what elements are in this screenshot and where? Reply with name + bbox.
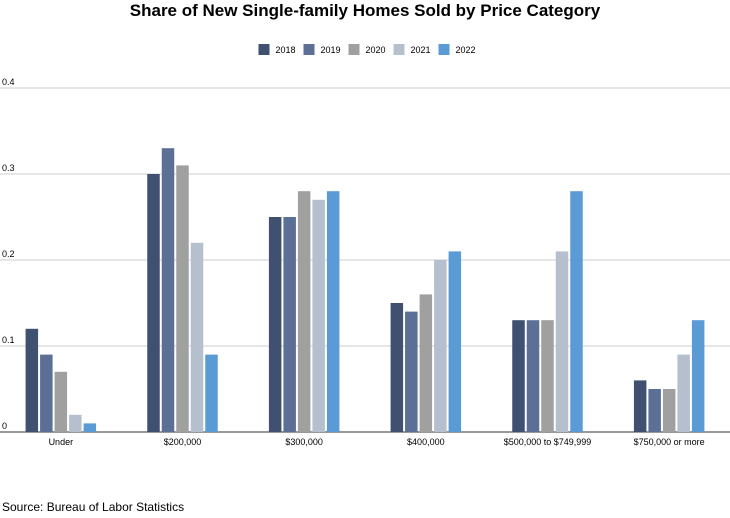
bar-2019 <box>526 320 540 432</box>
source-note: Source: Bureau of Labor Statistics <box>2 500 185 514</box>
bar-2021 <box>434 260 447 432</box>
chart-title: Share of New Single-family Homes Sold by… <box>129 1 601 20</box>
legend: 2018 2019 2020 2021 2022 <box>258 44 476 55</box>
legend-swatch-2022 <box>438 44 450 55</box>
bar-2020 <box>297 191 311 432</box>
x-tick-label: $300,000 <box>285 437 323 447</box>
bar-2018 <box>390 303 404 432</box>
bar-2020 <box>419 294 433 432</box>
bar-2020 <box>541 320 554 432</box>
bar-2018 <box>147 174 160 432</box>
y-tick-label: 0.2 <box>2 249 15 259</box>
x-tick-label: $500,000 to $749,999 <box>504 437 592 447</box>
bar-2021 <box>69 414 82 432</box>
legend-swatch-2020 <box>348 44 360 55</box>
bar-2022 <box>570 191 583 432</box>
legend-label-2021: 2021 <box>411 45 431 55</box>
bar-2019 <box>283 217 296 432</box>
bar-2022 <box>205 354 218 432</box>
legend-label-2022: 2022 <box>456 45 476 55</box>
bar-2021 <box>190 242 204 432</box>
bar-2019 <box>161 148 175 432</box>
bar-2019 <box>40 354 53 432</box>
bar-2018 <box>633 380 647 432</box>
bar-2022 <box>691 320 705 432</box>
bar-2022 <box>326 191 340 432</box>
legend-swatch-2019 <box>303 44 315 55</box>
bar-2020 <box>662 389 676 432</box>
bar-2018 <box>268 217 282 432</box>
bars <box>25 148 705 432</box>
bar-2020 <box>176 165 189 432</box>
x-tick-label: $750,000 or more <box>634 437 705 447</box>
bar-2022 <box>448 251 462 432</box>
y-tick-label: 0.3 <box>2 163 15 173</box>
bar-2022 <box>83 423 97 432</box>
y-axis-ticks: 0 0.1 0.2 0.3 0.4 <box>2 77 15 431</box>
bar-2018 <box>512 320 525 432</box>
x-tick-label: Under <box>49 437 74 447</box>
bar-2019 <box>405 311 418 432</box>
gridlines <box>0 87 730 433</box>
bar-2021 <box>555 251 569 432</box>
bar-2018 <box>25 328 39 432</box>
legend-swatch-2018 <box>258 44 270 55</box>
bar-2021 <box>312 199 325 432</box>
legend-label-2020: 2020 <box>366 45 386 55</box>
bar-2021 <box>677 354 690 432</box>
legend-swatch-2021 <box>393 44 405 55</box>
x-tick-label: $400,000 <box>407 437 445 447</box>
x-axis-ticks: Under $200,000 $300,000 $400,000 $500,000 to… <box>49 437 705 447</box>
y-tick-label: 0.4 <box>2 77 15 87</box>
y-tick-label: 0 <box>2 421 7 431</box>
x-tick-label: $200,000 <box>164 437 202 447</box>
y-tick-label: 0.1 <box>2 335 15 345</box>
bar-2019 <box>648 389 661 432</box>
bar-2020 <box>54 371 68 432</box>
legend-label-2019: 2019 <box>321 45 341 55</box>
legend-label-2018: 2018 <box>276 45 296 55</box>
